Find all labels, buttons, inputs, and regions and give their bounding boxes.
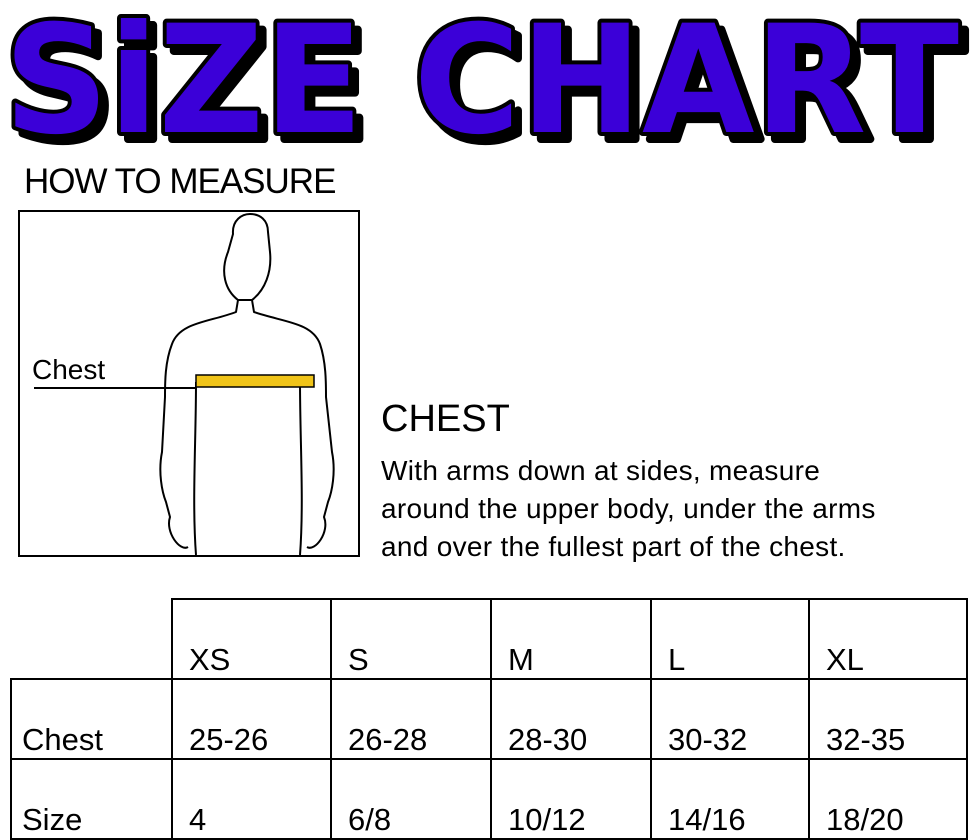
column-header: XS bbox=[171, 598, 332, 680]
measure-figure bbox=[18, 210, 360, 557]
column-header: S bbox=[330, 598, 492, 680]
row-label-size: Size bbox=[10, 758, 173, 840]
table-cell: 25-26 bbox=[171, 678, 332, 760]
row-label-chest: Chest bbox=[10, 678, 173, 760]
table-cell: 18/20 bbox=[808, 758, 968, 840]
column-header: XL bbox=[808, 598, 968, 680]
table-cell: 10/12 bbox=[490, 758, 652, 840]
title-text: SiZE CHART bbox=[4, 0, 959, 150]
chest-heading: CHEST bbox=[381, 398, 510, 440]
instruction-line: and over the fullest part of the chest. bbox=[381, 531, 846, 562]
measuring-tape bbox=[195, 374, 315, 388]
table-cell: 6/8 bbox=[330, 758, 492, 840]
instruction-line: around the upper body, under the arms bbox=[381, 493, 876, 524]
table-cell: 4 bbox=[171, 758, 332, 840]
table-cell: 28-30 bbox=[490, 678, 652, 760]
table-cell: 14/16 bbox=[650, 758, 810, 840]
how-to-measure-heading: HOW TO MEASURE bbox=[24, 162, 336, 201]
chest-figure-label: Chest bbox=[32, 354, 106, 385]
instruction-line: With arms down at sides, measure bbox=[381, 455, 821, 486]
column-header: L bbox=[650, 598, 810, 680]
table-cell: 30-32 bbox=[650, 678, 810, 760]
table-cell: 32-35 bbox=[808, 678, 968, 760]
body-outline-illustration bbox=[34, 213, 335, 556]
size-chart-title: SiZE CHART bbox=[0, 0, 963, 150]
chest-instructions: With arms down at sides, measure around … bbox=[381, 452, 978, 566]
column-header: M bbox=[490, 598, 652, 680]
table-cell: 26-28 bbox=[330, 678, 492, 760]
